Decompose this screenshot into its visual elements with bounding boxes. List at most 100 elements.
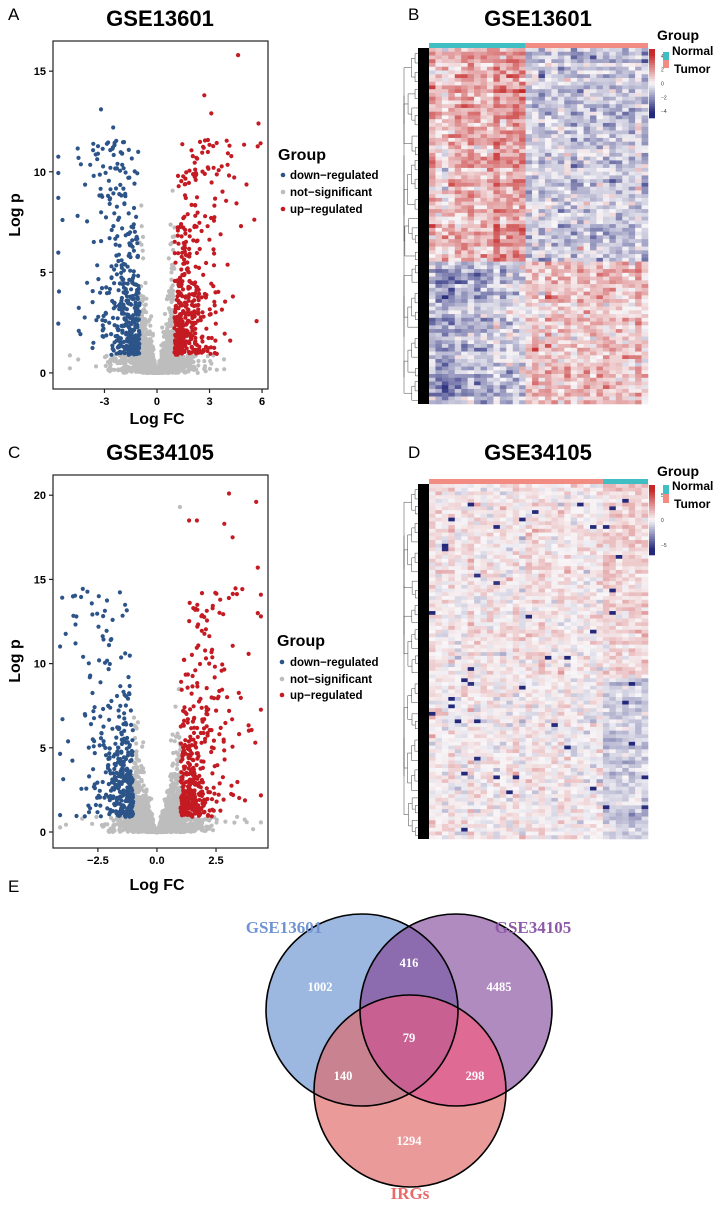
heatmap-cell — [615, 190, 623, 195]
heatmap-cell — [577, 272, 584, 277]
heatmap-cell — [435, 190, 443, 195]
heatmap-cell — [570, 175, 578, 180]
heatmap-cell — [486, 92, 494, 98]
point-down — [127, 175, 132, 180]
point-up — [176, 338, 181, 344]
heatmap-cell — [635, 171, 642, 176]
heatmap-cell — [454, 269, 462, 274]
heatmap-cell — [486, 212, 494, 217]
heatmap-cell — [577, 145, 584, 150]
heatmap-cell — [519, 145, 526, 150]
heatmap-cell — [461, 246, 468, 251]
point-down — [99, 239, 104, 244]
heatmap-cell — [493, 224, 501, 229]
heatmap-cell — [435, 175, 443, 180]
heatmap-cell — [499, 194, 507, 199]
heatmap-cell — [577, 164, 584, 169]
legend-swatch-up — [280, 206, 286, 212]
heatmap-cell — [493, 194, 501, 199]
heatmap-cell — [474, 171, 481, 176]
point-up — [209, 281, 214, 286]
heatmap-cell — [602, 261, 610, 266]
point-up — [197, 344, 202, 349]
point-up — [192, 224, 197, 230]
heatmap-cell — [602, 265, 610, 270]
heatmap-cell — [532, 119, 539, 124]
heatmap-cell — [577, 295, 584, 300]
heatmap-cell — [538, 265, 546, 270]
heatmap-cell — [538, 216, 546, 221]
heatmap-cell — [512, 201, 520, 206]
heatmap-cell — [441, 149, 449, 154]
heatmap-cell — [635, 100, 642, 105]
point-ns — [168, 292, 173, 298]
heatmap-cell — [544, 212, 552, 217]
point-up — [255, 144, 260, 149]
heatmap-cell — [525, 137, 533, 142]
heatmap-cell — [622, 194, 629, 199]
point-up — [176, 184, 181, 189]
heatmap-cell — [544, 246, 552, 251]
heatmap-cell — [615, 145, 623, 150]
point-up — [196, 298, 201, 303]
point-up — [236, 53, 241, 58]
point-down — [131, 269, 136, 274]
heatmap-cell — [486, 261, 494, 266]
heatmap-cell — [499, 250, 507, 255]
point-down — [132, 229, 137, 234]
heatmap-cell — [628, 145, 636, 150]
heatmap-cell — [596, 190, 604, 195]
heatmap-cell — [590, 201, 597, 206]
heatmap-cell — [474, 70, 481, 75]
heatmap-cell — [641, 246, 649, 251]
heatmap-cell — [577, 74, 584, 79]
heatmap-cell — [506, 167, 514, 172]
heatmap-cell — [538, 122, 546, 127]
heatmap-cell — [557, 171, 565, 176]
point-down — [107, 290, 112, 295]
heatmap-cell — [448, 254, 456, 259]
heatmap-cell — [583, 134, 591, 139]
heatmap-cell — [480, 156, 488, 161]
heatmap-cell — [596, 269, 604, 274]
heatmap-cell — [454, 130, 462, 135]
heatmap-cell — [467, 122, 475, 127]
heatmap-cell — [525, 299, 533, 304]
heatmap-cell — [429, 227, 436, 232]
heatmap-cell — [441, 224, 449, 229]
heatmap-cell — [577, 130, 584, 135]
heatmap-cell — [602, 85, 610, 90]
heatmap-cell — [506, 201, 514, 206]
heatmap-cell — [602, 302, 610, 307]
heatmap-cell — [474, 280, 481, 285]
point-down — [98, 107, 104, 112]
heatmap-cell — [596, 209, 604, 214]
heatmap-cell — [557, 302, 565, 307]
heatmap-cell — [532, 227, 539, 232]
point-up — [228, 338, 233, 343]
heatmap-cell — [486, 242, 494, 247]
heatmap-cell — [448, 227, 456, 232]
heatmap-cell — [499, 269, 507, 274]
heatmap-cell — [486, 104, 494, 109]
point-up — [223, 299, 228, 304]
point-up — [200, 334, 205, 339]
heatmap-cell — [622, 287, 629, 292]
heatmap-cell — [564, 194, 571, 199]
point-up — [176, 282, 181, 287]
heatmap-cell — [538, 246, 546, 251]
heatmap-cell — [532, 261, 539, 266]
heatmap-cell — [570, 92, 578, 98]
heatmap-cell — [506, 85, 514, 90]
heatmap-cell — [615, 115, 623, 120]
heatmap-cell — [480, 201, 488, 206]
heatmap-cell — [448, 299, 456, 304]
heatmap-cell — [628, 164, 636, 169]
heatmap-cell — [628, 220, 636, 225]
point-ns — [122, 369, 127, 374]
heatmap-cell — [602, 182, 610, 187]
heatmap-cell — [570, 85, 578, 90]
heatmap-cell — [429, 291, 436, 296]
heatmap-cell — [441, 115, 449, 120]
heatmap-cell — [461, 272, 468, 277]
